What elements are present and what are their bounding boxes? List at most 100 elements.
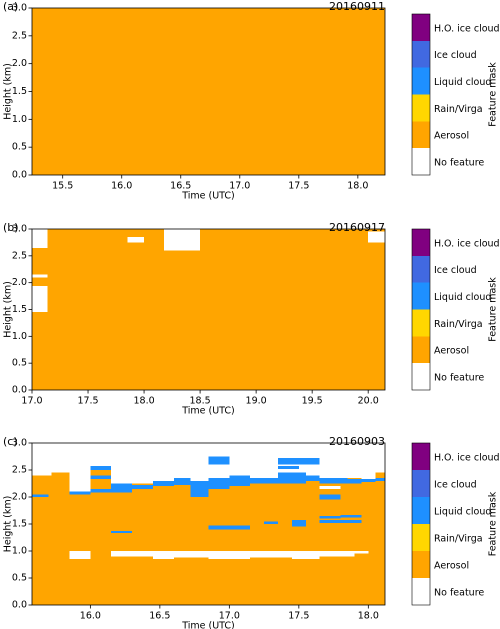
mask-block <box>319 478 348 484</box>
colorbar-label: Liquid cloud <box>434 292 491 303</box>
mask-block <box>132 485 153 489</box>
colorbar-swatch <box>412 121 430 149</box>
x-tick-label: 16.5 <box>149 611 170 622</box>
mask-block <box>90 488 133 493</box>
colorbar-label: Rain/Virga <box>434 319 483 330</box>
colorbar-swatch <box>412 94 430 122</box>
panel-title: 20160917 <box>329 221 385 234</box>
mask-block <box>32 8 385 175</box>
colorbar-label: Aerosol <box>434 560 469 571</box>
colorbar-label: No feature <box>434 157 484 168</box>
colorbar-swatch <box>412 148 430 175</box>
x-tick-label: 18.5 <box>190 396 211 407</box>
y-tick-label: 0.0 <box>12 170 27 181</box>
y-tick-label: 2.0 <box>12 58 27 69</box>
mask-block <box>375 472 385 605</box>
x-tick-label: 17.5 <box>77 396 98 407</box>
mask-block <box>277 472 306 605</box>
mask-block <box>361 479 376 482</box>
colorbar-swatch <box>412 578 430 605</box>
mask-block <box>173 551 209 558</box>
mask-block <box>208 478 230 489</box>
x-tick-label: 17.0 <box>21 396 42 407</box>
x-axis-label: Time (UTC) <box>181 406 235 417</box>
mask-block <box>132 483 153 605</box>
mask-block <box>208 551 251 560</box>
x-tick-label: 17.5 <box>288 181 309 192</box>
colorbar-swatch <box>412 14 430 41</box>
x-tick-label: 15.5 <box>52 181 73 192</box>
panel-label: (c) <box>3 435 18 448</box>
x-tick-label: 20.0 <box>358 396 379 407</box>
colorbar-frame <box>411 13 431 176</box>
y-tick-label: 1.5 <box>12 304 27 315</box>
colorbar-swatch <box>412 443 430 470</box>
colorbar-swatch <box>412 309 430 337</box>
x-tick-label: 18.0 <box>133 396 154 407</box>
y-tick-label: 2.0 <box>12 492 27 503</box>
panel-label: (b) <box>3 221 19 234</box>
mask-block <box>111 483 133 489</box>
mask-block <box>32 494 49 497</box>
mask-block <box>190 480 209 497</box>
mask-block <box>152 551 174 560</box>
mask-block <box>111 483 133 605</box>
mask-block <box>319 515 341 519</box>
mask-block <box>347 479 362 484</box>
colorbar-swatch <box>412 282 430 310</box>
mask-block <box>208 456 230 465</box>
x-tick-label: 19.5 <box>302 396 323 407</box>
colorbar-title: Feature mask <box>488 491 499 556</box>
mask-block <box>111 551 153 557</box>
x-tick-label: 18.0 <box>358 611 379 622</box>
colorbar-label: No feature <box>434 372 484 383</box>
y-tick-label: 3.0 <box>12 3 27 14</box>
y-tick-label: 1.0 <box>12 546 27 557</box>
mask-block <box>32 229 385 390</box>
mask-block <box>375 478 385 481</box>
colorbar-swatch <box>412 40 430 68</box>
x-tick-label: 16.0 <box>111 181 132 192</box>
colorbar-label: Rain/Virga <box>434 104 483 115</box>
colorbar-label: Ice cloud <box>434 479 477 490</box>
colorbar-title: Feature mask <box>488 277 499 342</box>
mask-block <box>69 551 91 560</box>
mask-block <box>152 480 174 605</box>
mask-block <box>152 480 174 487</box>
mask-block <box>111 531 133 534</box>
mask-block <box>32 274 48 278</box>
colorbar-label: Liquid cloud <box>434 77 491 88</box>
mask-block <box>305 475 320 605</box>
colorbar-swatch <box>412 255 430 283</box>
mask-block <box>277 466 299 469</box>
colorbar-label: Aerosol <box>434 131 469 142</box>
mask-block <box>361 480 376 605</box>
colorbar-label: Ice cloud <box>434 50 477 61</box>
y-tick-label: 2.5 <box>12 30 27 41</box>
x-tick-label: 19.0 <box>246 396 267 407</box>
mask-block <box>229 475 251 487</box>
x-tick-label: 18.0 <box>347 181 368 192</box>
colorbar-swatch <box>412 67 430 95</box>
y-tick-label: 0.5 <box>12 573 27 584</box>
mask-block <box>208 525 251 530</box>
y-tick-label: 2.0 <box>12 277 27 288</box>
colorbar-frame <box>411 228 431 391</box>
x-axis-label: Time (UTC) <box>181 191 235 202</box>
colorbar-frame <box>411 442 431 606</box>
panel-title: 20160911 <box>329 0 385 13</box>
colorbar-swatch <box>412 229 430 256</box>
mask-block <box>250 478 278 605</box>
colorbar-label: H.O. ice cloud <box>434 238 500 249</box>
x-tick-label: 17.5 <box>288 611 309 622</box>
mask-block <box>277 472 306 484</box>
y-tick-label: 1.0 <box>12 114 27 125</box>
colorbar-label: Liquid cloud <box>434 506 491 517</box>
x-tick-label: 17.0 <box>229 181 250 192</box>
y-axis-label: Height (km) <box>3 63 14 120</box>
mask-block <box>305 475 320 481</box>
mask-block <box>90 466 112 470</box>
mask-block <box>340 514 362 518</box>
mask-block <box>347 478 362 605</box>
